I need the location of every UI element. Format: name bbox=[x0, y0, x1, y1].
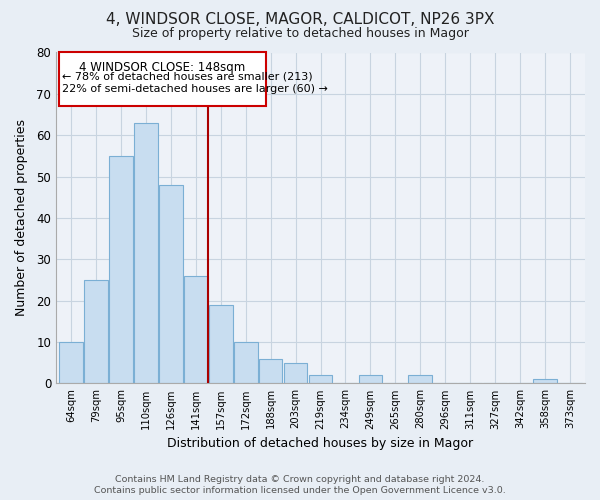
Bar bbox=[234, 342, 257, 384]
Bar bbox=[359, 375, 382, 384]
Text: 4 WINDSOR CLOSE: 148sqm: 4 WINDSOR CLOSE: 148sqm bbox=[79, 61, 245, 74]
Text: ← 78% of detached houses are smaller (213): ← 78% of detached houses are smaller (21… bbox=[62, 71, 313, 81]
Bar bbox=[59, 342, 83, 384]
Bar bbox=[134, 123, 158, 384]
Text: 4, WINDSOR CLOSE, MAGOR, CALDICOT, NP26 3PX: 4, WINDSOR CLOSE, MAGOR, CALDICOT, NP26 … bbox=[106, 12, 494, 28]
Bar bbox=[308, 375, 332, 384]
Bar bbox=[159, 185, 182, 384]
Y-axis label: Number of detached properties: Number of detached properties bbox=[15, 120, 28, 316]
Text: Contains HM Land Registry data © Crown copyright and database right 2024.: Contains HM Land Registry data © Crown c… bbox=[115, 475, 485, 484]
Text: 22% of semi-detached houses are larger (60) →: 22% of semi-detached houses are larger (… bbox=[62, 84, 328, 94]
X-axis label: Distribution of detached houses by size in Magor: Distribution of detached houses by size … bbox=[167, 437, 473, 450]
Bar bbox=[59, 52, 266, 106]
Bar bbox=[284, 362, 307, 384]
Bar bbox=[533, 380, 557, 384]
Bar bbox=[259, 358, 283, 384]
Text: Size of property relative to detached houses in Magor: Size of property relative to detached ho… bbox=[131, 28, 469, 40]
Bar bbox=[409, 375, 432, 384]
Bar bbox=[84, 280, 108, 384]
Bar bbox=[184, 276, 208, 384]
Text: Contains public sector information licensed under the Open Government Licence v3: Contains public sector information licen… bbox=[94, 486, 506, 495]
Bar bbox=[109, 156, 133, 384]
Bar bbox=[209, 305, 233, 384]
